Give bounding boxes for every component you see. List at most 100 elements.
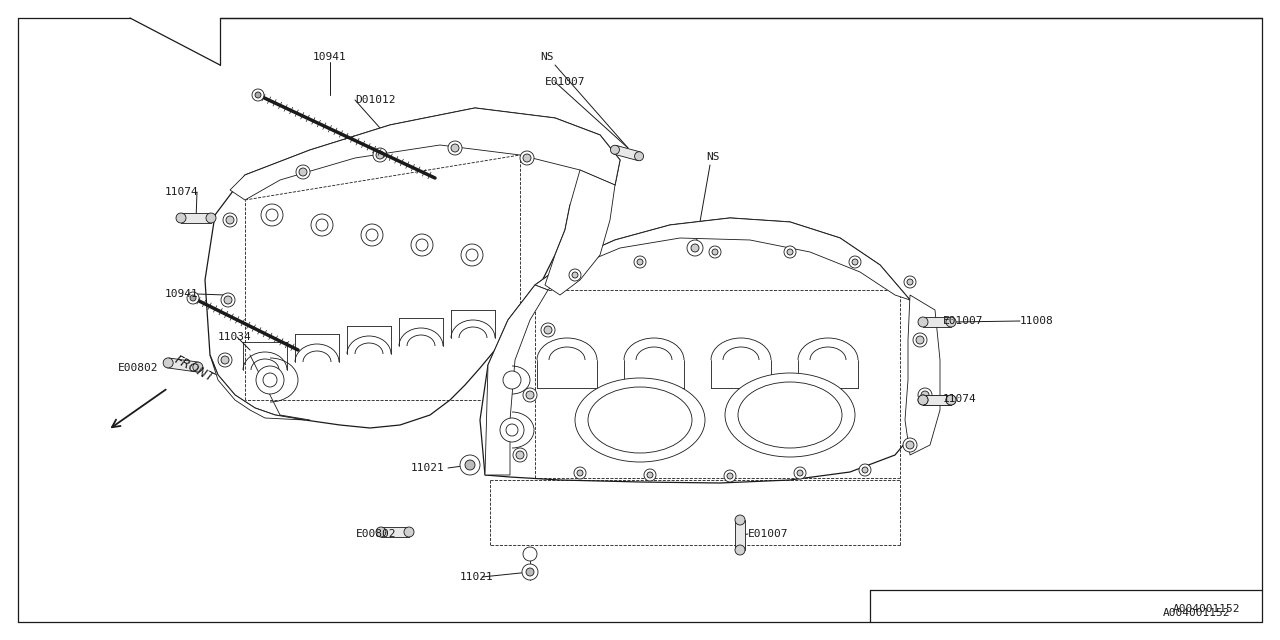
Circle shape (611, 145, 620, 154)
Polygon shape (480, 218, 934, 483)
Circle shape (227, 216, 234, 224)
Polygon shape (205, 108, 620, 428)
Circle shape (544, 326, 552, 334)
Circle shape (787, 249, 794, 255)
Circle shape (300, 168, 307, 176)
Circle shape (522, 564, 538, 580)
Circle shape (224, 296, 232, 304)
Ellipse shape (724, 373, 855, 457)
Circle shape (261, 204, 283, 226)
Circle shape (311, 214, 333, 236)
Ellipse shape (575, 378, 705, 462)
Circle shape (448, 141, 462, 155)
Circle shape (691, 244, 699, 252)
Circle shape (221, 293, 236, 307)
Text: 11074: 11074 (165, 187, 198, 197)
Circle shape (177, 213, 186, 223)
Polygon shape (905, 295, 940, 455)
Circle shape (902, 438, 916, 452)
Circle shape (366, 229, 378, 241)
Text: A004001152: A004001152 (1162, 608, 1230, 618)
Circle shape (783, 246, 796, 258)
Circle shape (524, 154, 531, 162)
Circle shape (794, 467, 806, 479)
Circle shape (797, 470, 803, 476)
Polygon shape (210, 355, 305, 420)
Circle shape (922, 391, 929, 399)
Circle shape (727, 473, 733, 479)
Circle shape (634, 256, 646, 268)
Text: 11021: 11021 (411, 463, 444, 473)
Text: 11008: 11008 (1020, 316, 1053, 326)
Circle shape (461, 244, 483, 266)
Circle shape (572, 272, 579, 278)
Circle shape (316, 219, 328, 231)
Circle shape (908, 279, 913, 285)
Circle shape (635, 152, 644, 161)
Circle shape (524, 388, 538, 402)
Circle shape (252, 89, 264, 101)
Circle shape (646, 472, 653, 478)
Circle shape (918, 317, 928, 327)
Polygon shape (535, 218, 910, 300)
Circle shape (861, 467, 868, 473)
Circle shape (465, 460, 475, 470)
Circle shape (735, 545, 745, 555)
Circle shape (262, 373, 276, 387)
Circle shape (189, 295, 196, 301)
Circle shape (712, 249, 718, 255)
Circle shape (644, 469, 657, 481)
Circle shape (637, 259, 643, 265)
Circle shape (687, 240, 703, 256)
Text: E01007: E01007 (545, 77, 585, 87)
Circle shape (416, 239, 428, 251)
Circle shape (361, 224, 383, 246)
Circle shape (255, 92, 261, 98)
Polygon shape (923, 395, 951, 405)
Circle shape (466, 249, 477, 261)
Text: NS: NS (540, 52, 553, 62)
Circle shape (503, 371, 521, 389)
Circle shape (709, 246, 721, 258)
Text: E01007: E01007 (943, 316, 983, 326)
Circle shape (193, 362, 202, 372)
Circle shape (218, 353, 232, 367)
Polygon shape (230, 108, 620, 200)
Text: E01007: E01007 (748, 529, 788, 539)
Circle shape (913, 333, 927, 347)
Text: 10941: 10941 (314, 52, 347, 62)
Ellipse shape (739, 382, 842, 448)
Circle shape (916, 336, 924, 344)
Circle shape (541, 323, 556, 337)
Circle shape (735, 515, 745, 525)
Text: 11074: 11074 (943, 394, 977, 404)
Circle shape (187, 292, 198, 304)
Text: D01012: D01012 (355, 95, 396, 105)
Circle shape (206, 213, 216, 223)
Circle shape (513, 448, 527, 462)
Circle shape (451, 144, 460, 152)
Circle shape (411, 234, 433, 256)
Circle shape (500, 418, 524, 442)
Circle shape (526, 391, 534, 399)
Circle shape (524, 547, 538, 561)
Polygon shape (735, 520, 745, 550)
Polygon shape (923, 395, 951, 405)
Text: NS: NS (707, 152, 719, 162)
Ellipse shape (588, 387, 692, 453)
Text: 11034: 11034 (218, 332, 252, 342)
Circle shape (266, 209, 278, 221)
Circle shape (526, 568, 534, 576)
Circle shape (573, 467, 586, 479)
Text: FRONT: FRONT (172, 353, 216, 385)
Circle shape (520, 151, 534, 165)
Circle shape (296, 165, 310, 179)
Circle shape (460, 455, 480, 475)
Circle shape (946, 395, 956, 405)
Circle shape (946, 395, 956, 405)
Circle shape (918, 395, 928, 405)
Circle shape (376, 527, 387, 537)
Text: 10941: 10941 (165, 289, 198, 299)
Text: E00802: E00802 (118, 363, 159, 373)
Circle shape (577, 470, 582, 476)
